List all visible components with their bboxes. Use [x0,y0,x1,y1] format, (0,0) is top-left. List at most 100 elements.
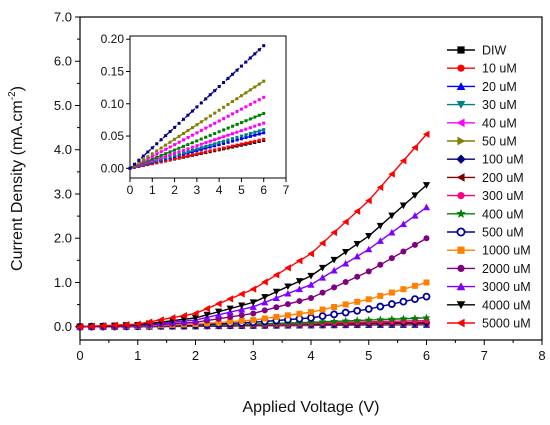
inset-data-point [248,56,252,60]
data-point [353,207,361,215]
data-point [272,294,280,301]
data-point [145,318,153,326]
inset-data-point [262,111,266,115]
inset-data-point [173,137,177,141]
data-point [342,259,350,267]
inset-data-point [257,48,261,52]
inset-data-point [222,117,226,121]
x-tick-label: 2 [192,348,199,363]
inset-data-point [195,131,199,135]
inset-data-point [239,134,243,138]
y-tick-label: 5.0 [54,98,72,113]
y-tick-label: 4.0 [54,142,72,157]
data-point [215,300,222,308]
inset-data-point [226,114,230,118]
inset-data-point [235,97,239,101]
inset-data-point [262,131,266,135]
inset-data-point [195,152,199,156]
legend-label: 500 uM [482,226,524,240]
inset-data-point [213,89,217,93]
inset-data-point [168,158,172,162]
data-point [387,300,396,308]
data-point [261,315,268,322]
inset-data-point [235,68,239,72]
inset-data-point [239,94,243,98]
legend-label: 1000 uM [482,244,531,258]
data-point [411,192,419,199]
inset-data-point [222,135,226,139]
data-point [134,320,141,328]
inset-data-point [213,111,217,115]
inset-data-point [235,110,239,114]
inset-data-point [173,143,177,147]
inset-data-point [239,64,243,68]
inset-data-point [132,162,136,166]
inset-data-point [222,146,226,150]
inset-data-point [195,144,199,148]
inset-data-point [141,159,145,163]
inset-data-point [177,140,181,144]
inset-data-point [262,121,266,125]
inset-data-point [164,154,168,158]
data-point [411,295,419,304]
inset-data-point [239,142,243,146]
inset-x-tick-label: 0 [127,183,134,197]
inset-data-point [181,148,185,152]
data-point [318,274,327,281]
legend-marker [456,82,466,90]
data-point [307,250,314,258]
legend-marker [456,301,466,310]
data-point [354,298,361,305]
data-point [353,252,361,260]
inset-data-point [257,129,261,133]
inset-data-point [248,102,252,106]
data-point [422,130,430,138]
inset-data-point [141,158,145,162]
data-point [76,323,83,331]
inset-data-point [257,132,261,136]
data-point [157,316,164,324]
y-tick-label: 2.0 [54,231,72,246]
inset-data-point [190,141,194,145]
data-point [226,295,234,303]
data-point [342,218,349,226]
inset-data-point [208,124,212,128]
legend-marker [456,101,466,109]
data-point [295,257,303,265]
inset-data-point [253,133,257,137]
inset-data-point [222,139,226,143]
inset-data-point [190,126,194,130]
inset-data-point [195,123,199,127]
data-point [342,248,350,256]
legend-marker [456,227,466,237]
legend-marker [456,208,466,218]
inset-data-point [244,136,248,140]
inset-data-point [168,155,172,159]
data-point [308,294,314,301]
inset-data-point [226,102,230,106]
inset-data-point [231,124,235,128]
legend-label: 2000 uM [482,262,531,276]
data-point [353,316,362,324]
data-point [341,308,350,317]
inset-data-point [226,133,230,137]
x-tick-label: 3 [250,348,257,363]
data-point [376,222,384,230]
inset-data-point [177,152,181,156]
inset-data-point [150,159,154,163]
inset-data-point [186,136,190,140]
data-point [284,301,291,308]
inset-data-point [186,129,190,133]
data-point [377,292,384,299]
inset-data-point [137,161,141,165]
inset-data-point [150,146,154,150]
inset-data-point [222,141,226,145]
inset-data-point [168,150,172,154]
inset-data-point [164,152,168,156]
inset-data-point [164,159,168,163]
inset-data-point [146,150,150,154]
data-point [238,290,245,298]
inset-data-point [204,135,208,139]
inset-data-point [213,121,217,125]
inset-x-tick-label: 5 [238,183,245,197]
